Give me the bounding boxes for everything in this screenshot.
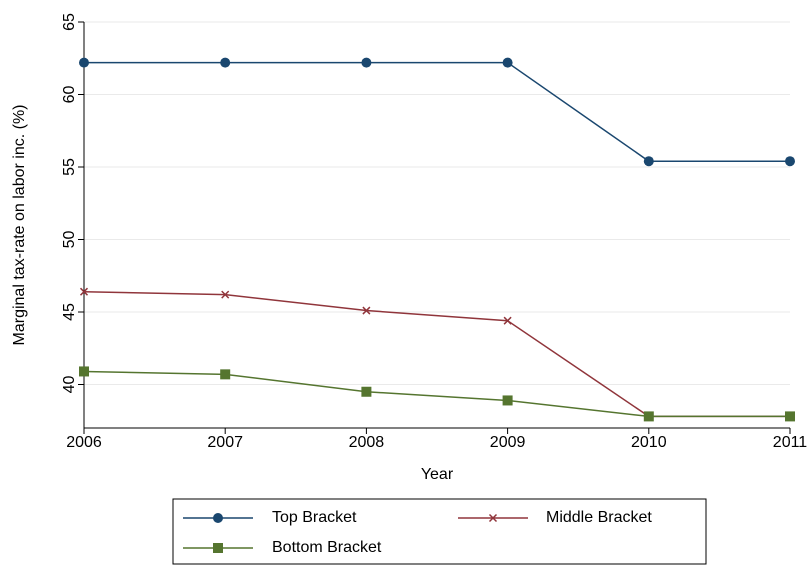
marker	[362, 306, 371, 315]
marker	[488, 513, 498, 523]
legend-label: Top Bracket	[272, 509, 357, 526]
y-axis-title: Marginal tax-rate on labor inc. (%)	[11, 105, 28, 346]
marker	[213, 513, 223, 523]
marker	[785, 156, 795, 167]
marker	[502, 57, 513, 68]
series-line	[83, 290, 790, 418]
marker	[643, 156, 654, 167]
marker	[502, 395, 513, 406]
marker	[213, 543, 223, 553]
y-tick-label: 40	[61, 376, 78, 394]
legend-label: Bottom Bracket	[272, 539, 382, 556]
legend-box	[172, 498, 707, 565]
x-tick-label: 2009	[490, 434, 526, 451]
x-tick-label: 2010	[631, 434, 667, 451]
marker	[220, 57, 231, 68]
marker	[79, 366, 89, 377]
x-tick-label: 2006	[66, 434, 102, 451]
x-tick-label: 2008	[349, 434, 385, 451]
series-line	[84, 61, 790, 162]
x-axis-title: Year	[421, 466, 454, 483]
x-tick-label: 2011	[773, 434, 808, 451]
x-tick-label: 2007	[207, 434, 243, 451]
y-tick-label: 65	[61, 13, 78, 31]
marker	[79, 57, 89, 68]
y-tick-label: 60	[61, 86, 78, 104]
marker	[79, 287, 89, 296]
series-line	[83, 370, 790, 418]
y-tick-label: 55	[61, 158, 78, 176]
marker	[221, 290, 230, 299]
marker	[361, 386, 372, 397]
marker	[220, 369, 231, 380]
marker	[643, 411, 654, 422]
marker	[503, 316, 512, 325]
legend-label: Middle Bracket	[546, 509, 652, 526]
y-tick-label: 50	[61, 231, 78, 249]
y-tick-label: 45	[61, 303, 78, 321]
marker	[361, 57, 372, 68]
marker	[785, 411, 795, 422]
